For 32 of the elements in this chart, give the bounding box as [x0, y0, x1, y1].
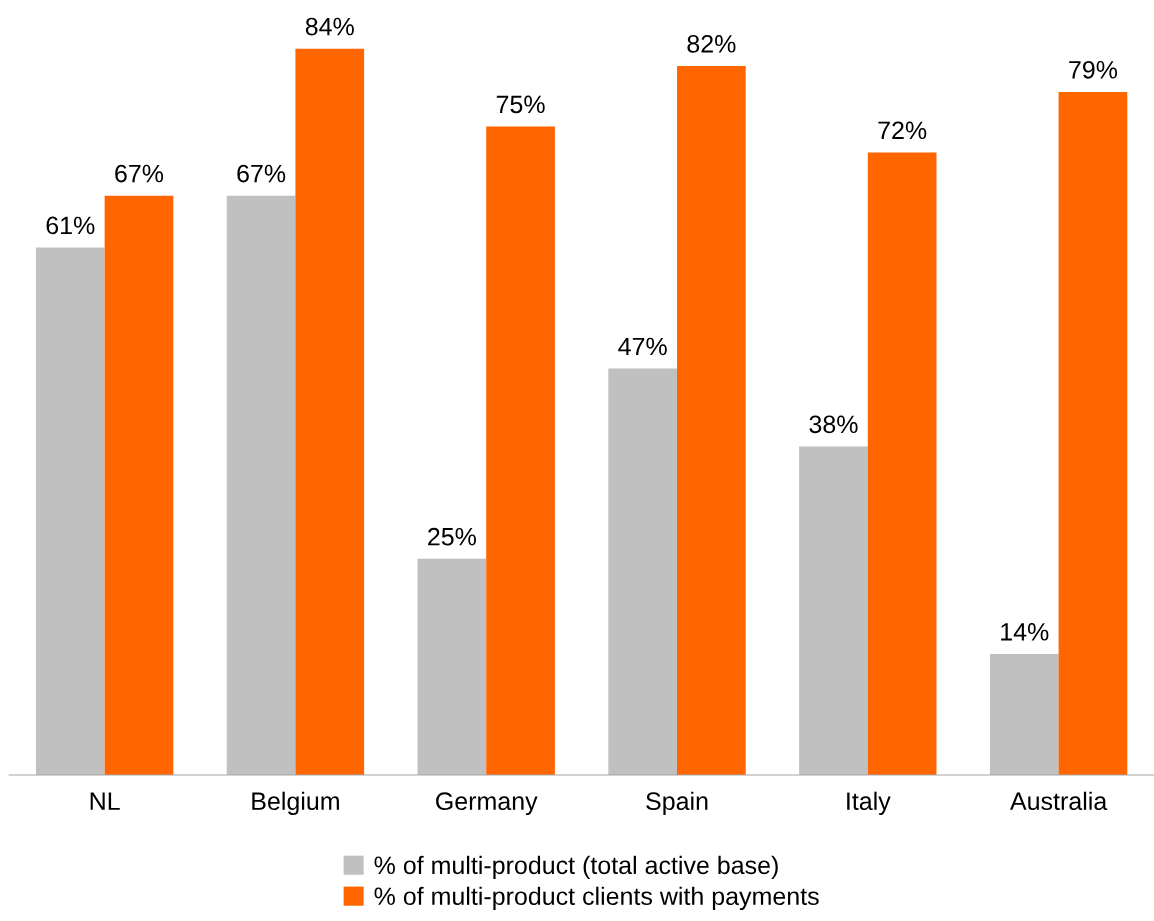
data-label: 82%	[687, 34, 736, 53]
x-tick-label: Germany	[436, 792, 538, 815]
data-label: 14%	[1001, 623, 1049, 641]
bar	[417, 558, 487, 776]
bar	[1058, 91, 1128, 776]
bar	[799, 446, 868, 776]
bar	[35, 247, 105, 776]
x-tick-label: Spain	[646, 791, 708, 815]
bar	[677, 65, 746, 776]
bar	[486, 126, 555, 776]
bar	[104, 195, 174, 776]
data-label: 61%	[46, 216, 95, 235]
x-tick-label: Belgium	[252, 791, 339, 815]
bar	[867, 152, 937, 776]
data-label: 67%	[237, 164, 286, 183]
x-tick-label: Italy	[847, 791, 891, 815]
data-label: 47%	[618, 337, 667, 356]
x-tick-label: NL	[90, 792, 120, 810]
bar	[295, 48, 365, 776]
data-label: 84%	[305, 17, 354, 36]
legend-label: % of multi-product clients with payments	[374, 886, 819, 911]
data-label: 38%	[809, 415, 858, 434]
legend-label: % of multi-product (total active base)	[374, 855, 778, 880]
bar	[989, 653, 1059, 776]
bar	[608, 368, 678, 776]
x-tick-label: Australia	[1010, 791, 1108, 811]
data-label: 25%	[428, 527, 477, 546]
data-label: 79%	[1069, 60, 1118, 79]
data-label: 72%	[878, 121, 927, 140]
data-label: 67%	[115, 164, 164, 183]
bar	[226, 195, 296, 776]
data-label: 75%	[496, 95, 545, 114]
